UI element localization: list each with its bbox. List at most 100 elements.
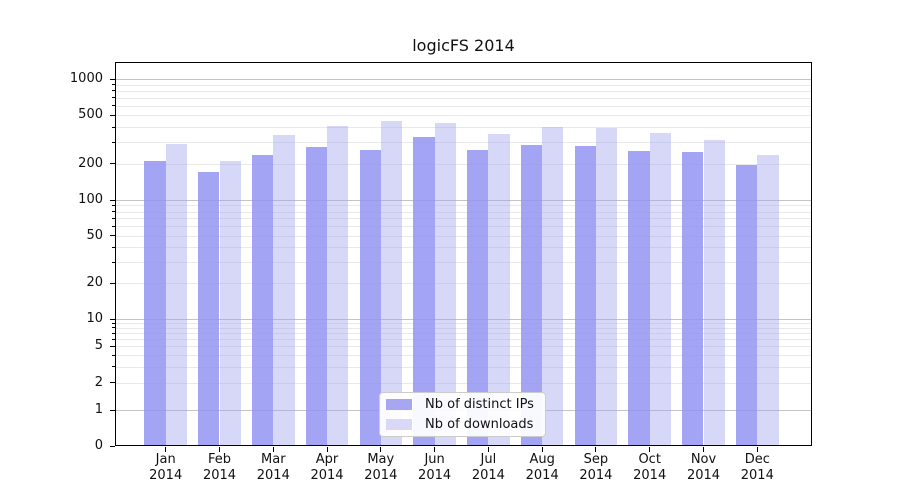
bar-distinct-ips-nov: [682, 151, 704, 446]
x-label-month-may: May: [367, 452, 395, 467]
bar-distinct-ips-dec: [736, 164, 758, 446]
x-label-year-jun: 2014: [418, 468, 452, 483]
x-label-month-sep: Sep: [583, 452, 609, 467]
y-minortick-6: [112, 338, 115, 340]
y-minortick-400: [112, 126, 115, 128]
x-tick-aug: [541, 447, 543, 452]
bar-distinct-ips-jan: [144, 160, 166, 446]
y-minortick-800: [112, 90, 115, 92]
bar-downloads-feb: [219, 161, 241, 446]
gridline-minor-60: [115, 226, 812, 228]
gridline-minor-500: [115, 115, 812, 117]
y-minortick-5: [112, 345, 115, 347]
x-label-year-dec: 2014: [740, 468, 774, 483]
x-tick-feb: [219, 447, 220, 452]
bar-distinct-ips-sep: [574, 145, 596, 446]
y-tick-1: [110, 409, 115, 411]
y-minortick-2: [112, 382, 115, 384]
x-label-month-dec: Dec: [744, 452, 770, 467]
y-minortick-7: [112, 332, 115, 334]
x-label-year-nov: 2014: [686, 468, 721, 483]
y-minortick-90: [112, 204, 115, 206]
legend-swatch-downloads: [386, 419, 412, 430]
gridline-minor-2: [115, 382, 812, 384]
gridline-minor-9: [115, 323, 812, 325]
gridline-minor-900: [115, 84, 812, 86]
y-tick-0: [110, 445, 115, 447]
y-tick-label-100: 100: [78, 192, 103, 207]
y-tick-10: [110, 318, 115, 320]
y-minortick-20: [112, 282, 115, 284]
gridline-minor-30: [115, 262, 812, 264]
x-tick-label-oct: Oct 2014: [622, 452, 678, 484]
x-tick-label-dec: Dec 2014: [729, 452, 785, 484]
bar-distinct-ips-aug: [520, 144, 543, 446]
x-tick-jul: [487, 447, 489, 452]
bar-downloads-sep: [595, 128, 618, 446]
bar-distinct-ips-may: [359, 149, 381, 446]
y-minortick-80: [112, 211, 115, 212]
gridline-minor-4: [115, 355, 812, 357]
y-minortick-9: [112, 322, 115, 324]
x-label-month-feb: Feb: [207, 452, 232, 467]
y-minortick-50: [112, 235, 115, 237]
x-label-month-jun: Jun: [424, 452, 445, 467]
legend: Nb of distinct IPs Nb of downloads: [379, 392, 546, 437]
x-label-month-mar: Mar: [261, 452, 286, 467]
bar-downloads-mar: [273, 135, 295, 446]
y-tick-label-50: 50: [86, 227, 103, 243]
bar-distinct-ips-oct: [628, 150, 650, 446]
plot-area: Nb of distinct IPs Nb of downloads: [115, 62, 812, 446]
x-tick-label-mar: Mar 2014: [245, 452, 301, 484]
gridline-major-1000: [115, 79, 812, 80]
x-tick-label-jul: Jul 2014: [460, 452, 516, 484]
bar-distinct-ips-feb: [198, 172, 220, 446]
x-tick-label-jun: Jun 2014: [407, 452, 463, 484]
chart-title: logicFS 2014: [412, 36, 515, 55]
gridline-minor-40: [115, 247, 812, 249]
x-tick-sep: [595, 447, 597, 452]
y-tick-label-20: 20: [86, 275, 103, 291]
y-minortick-30: [112, 261, 115, 263]
x-label-month-apr: Apr: [315, 452, 339, 467]
x-label-year-aug: 2014: [525, 468, 559, 483]
gridline-minor-300: [115, 142, 812, 144]
x-tick-may: [380, 447, 382, 452]
y-tick-label-0: 0: [94, 438, 103, 453]
x-label-year-sep: 2014: [579, 468, 613, 483]
y-minortick-300: [112, 141, 115, 143]
y-tick-label-5: 5: [94, 338, 103, 354]
legend-swatch-distinct-ips: [386, 399, 412, 410]
x-label-year-feb: 2014: [202, 468, 237, 483]
y-minortick-8: [112, 327, 115, 329]
x-tick-dec: [756, 447, 758, 452]
bar-distinct-ips-jul: [467, 150, 489, 446]
gridline-minor-800: [115, 90, 812, 92]
y-minortick-500: [112, 114, 115, 116]
x-tick-label-nov: Nov 2014: [676, 452, 732, 484]
y-minortick-70: [112, 217, 115, 219]
x-label-year-mar: 2014: [256, 468, 290, 483]
gridline-minor-6: [115, 339, 812, 341]
x-tick-apr: [326, 447, 328, 452]
bar-distinct-ips-apr: [305, 146, 327, 446]
x-label-year-apr: 2014: [310, 468, 344, 483]
x-label-month-jan: Jan: [155, 452, 176, 467]
gridline-minor-400: [115, 127, 812, 129]
bar-downloads-oct: [649, 133, 671, 446]
x-label-year-may: 2014: [364, 468, 398, 483]
y-minortick-3: [112, 366, 115, 368]
x-label-year-jul: 2014: [471, 468, 505, 483]
x-label-month-oct: Oct: [638, 452, 661, 467]
legend-item-downloads: Nb of downloads: [386, 416, 539, 433]
y-tick-label-200: 200: [78, 155, 103, 171]
y-tick-label-500: 500: [78, 107, 103, 123]
x-label-month-jul: Jul: [480, 452, 497, 467]
bar-downloads-dec: [757, 154, 779, 446]
gridline-minor-80: [115, 211, 812, 213]
y-minortick-60: [112, 225, 115, 227]
bar-downloads-jan: [165, 143, 187, 446]
y-tick-100: [110, 199, 115, 201]
gridline-minor-600: [115, 105, 812, 107]
gridline-minor-7: [115, 333, 812, 335]
